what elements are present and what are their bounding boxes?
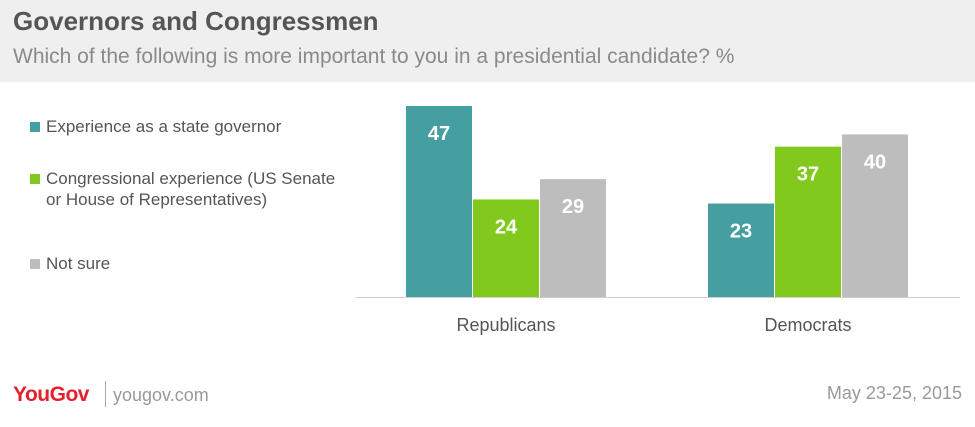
data-label-democrats-series-1: 37 <box>797 164 819 186</box>
legend-label-governor: Experience as a state governor <box>46 117 282 136</box>
category-label-republicans: Republicans <box>456 315 555 335</box>
data-label-republicans-series-2: 29 <box>562 196 584 218</box>
legend-label-not-sure: Not sure <box>46 254 111 273</box>
yougov-logo: YouGov <box>13 383 89 406</box>
chart-title: Governors and Congressmen <box>13 6 379 36</box>
bar-republicans-series-0 <box>406 106 472 297</box>
footer-date: May 23-25, 2015 <box>826 383 962 403</box>
legend-swatch-congressional <box>30 174 40 184</box>
bar-democrats-series-2 <box>842 134 908 297</box>
data-label-democrats-series-2: 40 <box>864 151 886 173</box>
data-label-democrats-series-0: 23 <box>730 221 752 243</box>
legend-swatch-governor <box>30 122 40 132</box>
category-label-democrats: Democrats <box>764 315 851 335</box>
chart-header: Governors and Congressmen Which of the f… <box>0 0 975 82</box>
bar-democrats-series-1 <box>775 146 841 297</box>
bar-republicans-series-1 <box>473 199 539 297</box>
legend-label-congressional: Congressional experience (US Senate or H… <box>46 169 336 209</box>
chart-subtitle: Which of the following is more important… <box>13 45 735 68</box>
bar-republicans-series-2 <box>540 179 606 297</box>
footer-divider <box>105 381 106 407</box>
legend-swatch-not-sure <box>30 259 40 269</box>
data-label-republicans-series-0: 47 <box>428 123 450 145</box>
footer-site-link[interactable]: yougov.com <box>113 385 209 405</box>
data-label-republicans-series-1: 24 <box>495 216 518 238</box>
bar-democrats-series-0 <box>708 203 774 297</box>
